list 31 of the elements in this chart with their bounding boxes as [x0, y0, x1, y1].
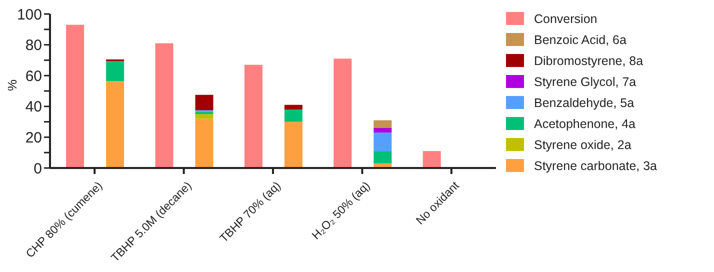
bar: [334, 58, 352, 168]
bar: [422, 151, 441, 168]
y-tick-label: 20: [25, 130, 42, 147]
bar: [106, 82, 124, 168]
y-tick-label: 60: [25, 68, 42, 85]
bar: [284, 122, 302, 168]
bar: [374, 132, 392, 152]
bar: [284, 104, 302, 110]
bar: [195, 94, 214, 110]
bar: [374, 151, 392, 164]
bar: [195, 118, 214, 168]
bar: [284, 109, 302, 122]
bar: [244, 64, 262, 168]
y-tick-label: 40: [25, 98, 42, 116]
legend-label: Benzoic Acid, 6a: [534, 32, 626, 46]
bar: [155, 43, 174, 168]
bar: [374, 128, 392, 133]
bar: [106, 60, 124, 81]
legend-label: Styrene Glycol, 7a: [534, 74, 636, 88]
legend-label: Styrene oxide, 2a: [534, 138, 632, 152]
y-tick-label: 0: [34, 160, 42, 178]
legend-label: Styrene carbonate, 3a: [534, 158, 657, 172]
bar: [195, 114, 214, 119]
legend-label: Benzaldehyde, 5a: [534, 96, 634, 110]
y-tick-label: 100: [16, 6, 42, 24]
legend-label: Dibromostyrene, 8a: [534, 54, 644, 68]
legend-label: Conversion: [534, 12, 598, 26]
bar: [374, 120, 392, 128]
legend-label: Acetophenone, 4a: [534, 116, 636, 130]
bar: [66, 24, 84, 168]
y-tick-label: 80: [25, 37, 42, 54]
